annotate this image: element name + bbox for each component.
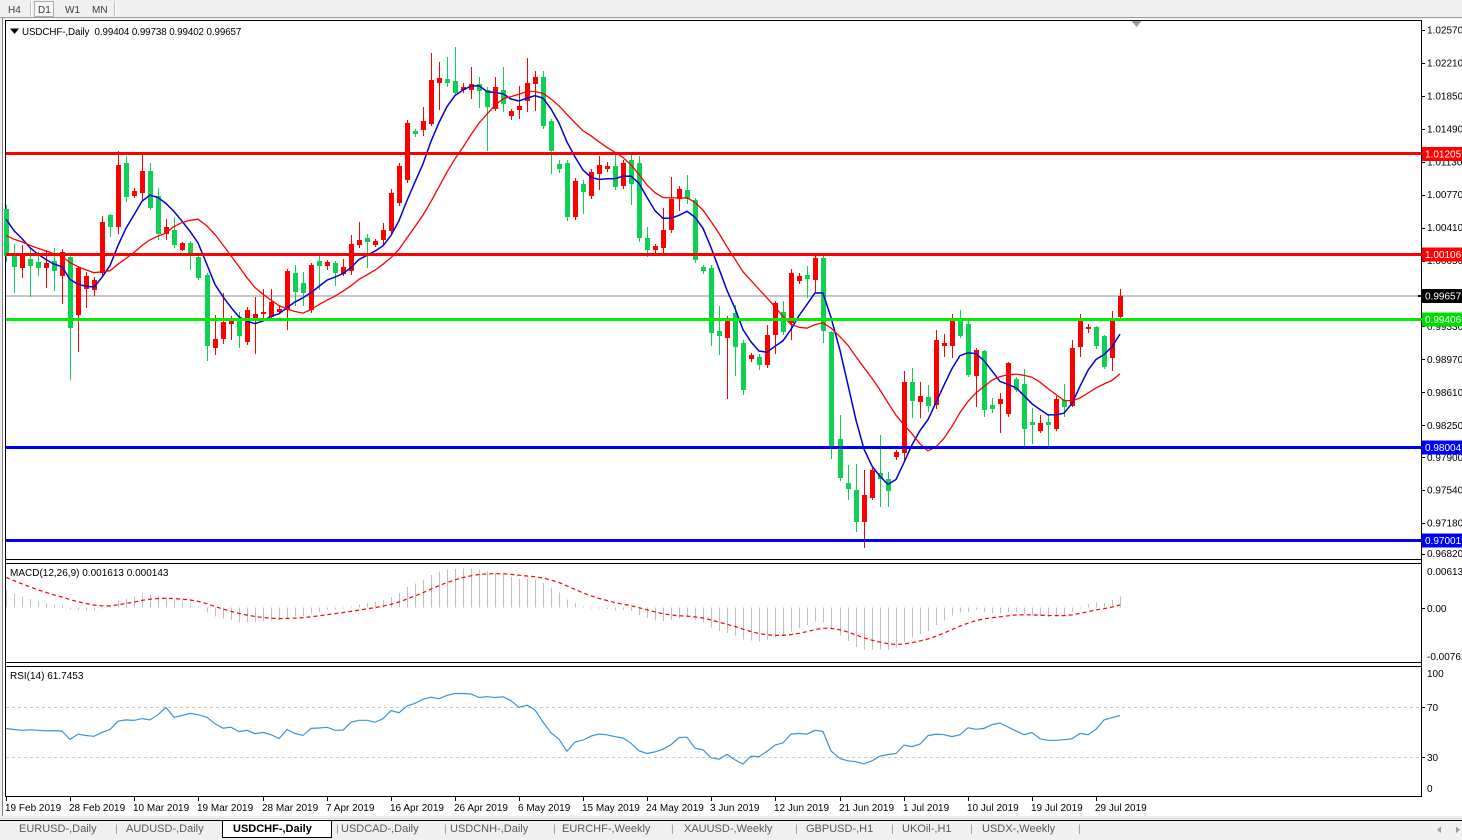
svg-text:7 Apr 2019: 7 Apr 2019 [326, 803, 375, 814]
svg-text:|: | [1078, 823, 1081, 835]
svg-text:19 Mar 2019: 19 Mar 2019 [197, 803, 254, 814]
svg-text:3 Jun 2019: 3 Jun 2019 [710, 803, 760, 814]
svg-text:0.97001: 0.97001 [1425, 536, 1462, 547]
svg-text:1.01130: 1.01130 [1427, 157, 1462, 168]
svg-text:0.99406: 0.99406 [1425, 315, 1462, 326]
svg-text:19 Feb 2019: 19 Feb 2019 [5, 803, 62, 814]
svg-text:19 Jul 2019: 19 Jul 2019 [1031, 803, 1083, 814]
svg-text:0.96820: 0.96820 [1427, 549, 1462, 560]
svg-text:EURCHF-,Weekly: EURCHF-,Weekly [562, 823, 651, 835]
svg-text:0.98250: 0.98250 [1427, 421, 1462, 432]
svg-text:0.97900: 0.97900 [1427, 453, 1462, 464]
svg-text:XAUUSD-,Weekly: XAUUSD-,Weekly [684, 823, 773, 835]
svg-text:|: | [115, 823, 118, 835]
svg-text:28 Feb 2019: 28 Feb 2019 [69, 803, 126, 814]
svg-text:29 Jul 2019: 29 Jul 2019 [1095, 803, 1147, 814]
svg-text:0.98970: 0.98970 [1427, 355, 1462, 366]
svg-text:USDCHF-,Daily: USDCHF-,Daily [233, 823, 313, 835]
svg-text:10 Mar 2019: 10 Mar 2019 [133, 803, 190, 814]
svg-text:28 Mar 2019: 28 Mar 2019 [262, 803, 319, 814]
svg-text:70: 70 [1427, 703, 1439, 714]
svg-text:1.01205: 1.01205 [1425, 150, 1462, 161]
svg-text:24 May 2019: 24 May 2019 [646, 803, 704, 814]
svg-text:1.00770: 1.00770 [1427, 190, 1462, 201]
svg-text:1.02570: 1.02570 [1427, 26, 1462, 37]
svg-text:RSI(14) 61.7453: RSI(14) 61.7453 [10, 671, 84, 682]
svg-text:USDCAD-,Daily: USDCAD-,Daily [341, 823, 419, 835]
svg-text:26 Apr 2019: 26 Apr 2019 [454, 803, 508, 814]
svg-text:1.00106: 1.00106 [1425, 250, 1462, 261]
svg-text:1.02210: 1.02210 [1427, 58, 1462, 69]
svg-text:MN: MN [92, 5, 108, 16]
svg-text:1 Jul 2019: 1 Jul 2019 [903, 803, 950, 814]
svg-text:EURUSD-,Daily: EURUSD-,Daily [19, 823, 97, 835]
svg-text:0.99330: 0.99330 [1427, 322, 1462, 333]
svg-text:30: 30 [1427, 753, 1439, 764]
svg-text:|: | [444, 823, 447, 835]
svg-text:USDCNH-,Daily: USDCNH-,Daily [450, 823, 529, 835]
svg-text:W1: W1 [65, 5, 80, 16]
svg-text:0.99657: 0.99657 [1425, 292, 1462, 303]
svg-text:|: | [671, 823, 674, 835]
svg-text:|: | [336, 823, 339, 835]
svg-text:UKOil-,H1: UKOil-,H1 [902, 823, 952, 835]
svg-text:10 Jul 2019: 10 Jul 2019 [967, 803, 1019, 814]
svg-text:100: 100 [1427, 669, 1444, 680]
svg-text:21 Jun 2019: 21 Jun 2019 [839, 803, 894, 814]
svg-text:|: | [970, 823, 973, 835]
svg-text:0.00613: 0.00613 [1427, 567, 1462, 578]
svg-text:12 Jun 2019: 12 Jun 2019 [774, 803, 829, 814]
svg-text:1.00050: 1.00050 [1427, 256, 1462, 267]
svg-text:USDCHF-,Daily 0.99404 0.99738: USDCHF-,Daily 0.99404 0.99738 0.99402 0.… [22, 27, 241, 38]
svg-text:0.97180: 0.97180 [1427, 519, 1462, 530]
svg-text:1.01490: 1.01490 [1427, 124, 1462, 135]
svg-text:USDX-,Weekly: USDX-,Weekly [982, 823, 1056, 835]
svg-text:H4: H4 [8, 5, 21, 16]
svg-text:0.98610: 0.98610 [1427, 388, 1462, 399]
svg-text:6 May 2019: 6 May 2019 [518, 803, 571, 814]
svg-text:0.97540: 0.97540 [1427, 486, 1462, 497]
svg-text:D1: D1 [38, 5, 51, 16]
svg-text:0.00: 0.00 [1427, 604, 1447, 615]
svg-text:1.00410: 1.00410 [1427, 223, 1462, 234]
svg-text:GBPUSD-,H1: GBPUSD-,H1 [806, 823, 873, 835]
svg-text:|: | [891, 823, 894, 835]
svg-text:AUDUSD-,Daily: AUDUSD-,Daily [126, 823, 204, 835]
svg-text:MACD(12,26,9) 0.001613 0.00014: MACD(12,26,9) 0.001613 0.000143 [10, 568, 169, 579]
svg-text:|: | [795, 823, 798, 835]
svg-text:1.01850: 1.01850 [1427, 91, 1462, 102]
svg-text:16 Apr 2019: 16 Apr 2019 [390, 803, 444, 814]
svg-text:15 May 2019: 15 May 2019 [582, 803, 640, 814]
svg-text:0.98004: 0.98004 [1425, 443, 1462, 454]
svg-text:0: 0 [1427, 784, 1433, 795]
svg-text:|: | [553, 823, 556, 835]
